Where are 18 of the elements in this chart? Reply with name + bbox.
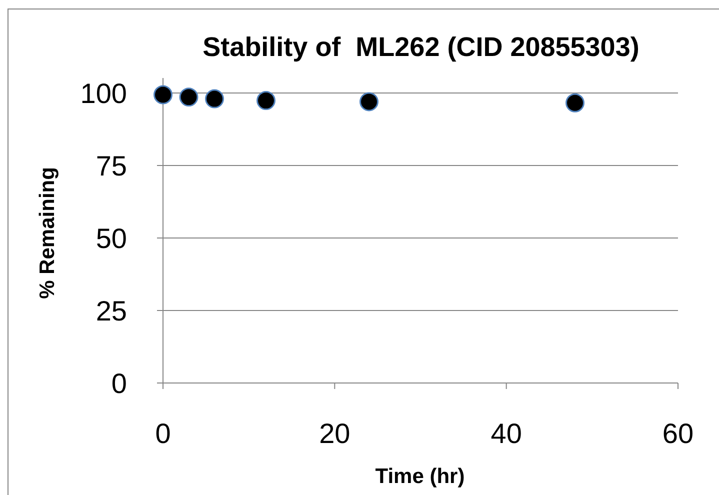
y-tick-label: 50 xyxy=(96,222,127,254)
y-tick-label: 25 xyxy=(96,295,127,326)
point xyxy=(566,93,584,112)
x-axis-title: Time (hr) xyxy=(375,465,465,488)
x-tick-label: 20 xyxy=(319,418,350,449)
point xyxy=(179,88,198,107)
point xyxy=(154,85,172,104)
point xyxy=(205,89,224,108)
x-tick-label: 0 xyxy=(155,418,171,449)
x-tick-label: 40 xyxy=(490,418,522,449)
x-tick-label: 60 xyxy=(662,418,694,449)
y-tick-label: 75 xyxy=(96,150,127,182)
y-tick-label: 100 xyxy=(80,78,127,109)
y-tick-label: 0 xyxy=(111,368,127,399)
point xyxy=(360,92,378,112)
point xyxy=(256,91,276,110)
y-axis-title: % Remaining xyxy=(36,167,59,299)
chart-title: Stability of ML262 (CID 20855303) xyxy=(202,32,640,62)
